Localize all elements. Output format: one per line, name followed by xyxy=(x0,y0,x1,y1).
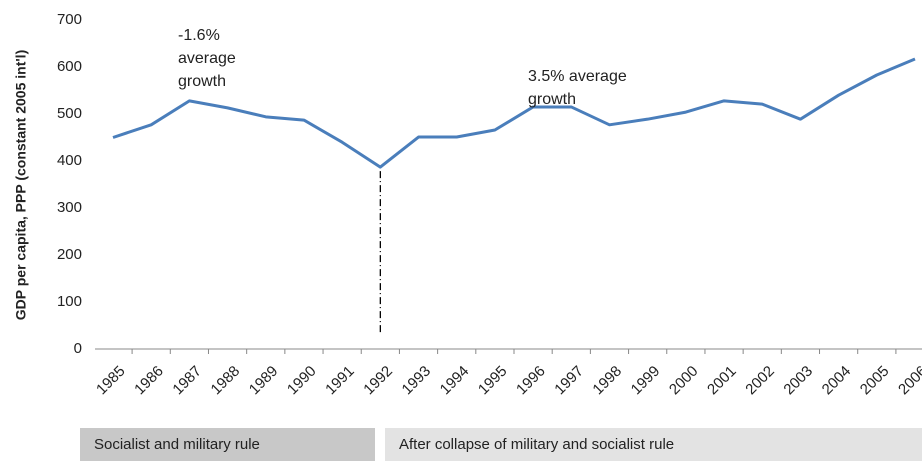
x-tick-label: 2000 xyxy=(666,363,702,399)
x-tick-label: 1992 xyxy=(360,363,396,399)
x-tick-label: 2002 xyxy=(742,363,778,399)
x-tick-label: 1988 xyxy=(208,363,244,399)
x-tick-label: 2006 xyxy=(895,363,922,399)
y-tick-label: 500 xyxy=(57,105,82,122)
period-band: Socialist and military rule xyxy=(80,428,375,461)
x-tick-label: 1996 xyxy=(513,363,549,399)
y-tick-label: 200 xyxy=(57,246,82,263)
x-tick-label: 1994 xyxy=(437,363,473,399)
x-tick-label: 2003 xyxy=(780,363,816,399)
x-tick-label: 2004 xyxy=(819,363,855,399)
x-tick-label: 1985 xyxy=(93,363,129,399)
x-tick-label: 1989 xyxy=(246,363,282,399)
x-tick-label: 1993 xyxy=(399,363,435,399)
y-tick-label: 600 xyxy=(57,58,82,75)
x-tick-label: 1999 xyxy=(628,363,664,399)
x-tick-label: 1986 xyxy=(131,363,167,399)
y-tick-label: 300 xyxy=(57,199,82,216)
y-axis-label: GDP per capita, PPP (constant 2005 int'l… xyxy=(13,50,29,320)
y-tick-label: 0 xyxy=(74,340,82,357)
x-tick-label: 2001 xyxy=(704,363,740,399)
x-tick-label: 1990 xyxy=(284,363,320,399)
x-tick-label: 1998 xyxy=(589,363,625,399)
x-tick-label: 2005 xyxy=(857,363,893,399)
period-band: After collapse of military and socialist… xyxy=(385,428,922,461)
x-tick-label: 1997 xyxy=(551,363,587,399)
y-tick-label: 400 xyxy=(57,152,82,169)
x-tick-label: 1995 xyxy=(475,363,511,399)
x-tick-label: 1987 xyxy=(169,363,205,399)
annotation: -1.6% average growth xyxy=(178,27,236,90)
data-line xyxy=(112,57,916,169)
y-tick-label: 700 xyxy=(57,11,82,28)
annotation: 3.5% average growth xyxy=(528,68,627,108)
y-tick-label: 100 xyxy=(57,293,82,310)
x-tick-label: 1991 xyxy=(322,363,358,399)
